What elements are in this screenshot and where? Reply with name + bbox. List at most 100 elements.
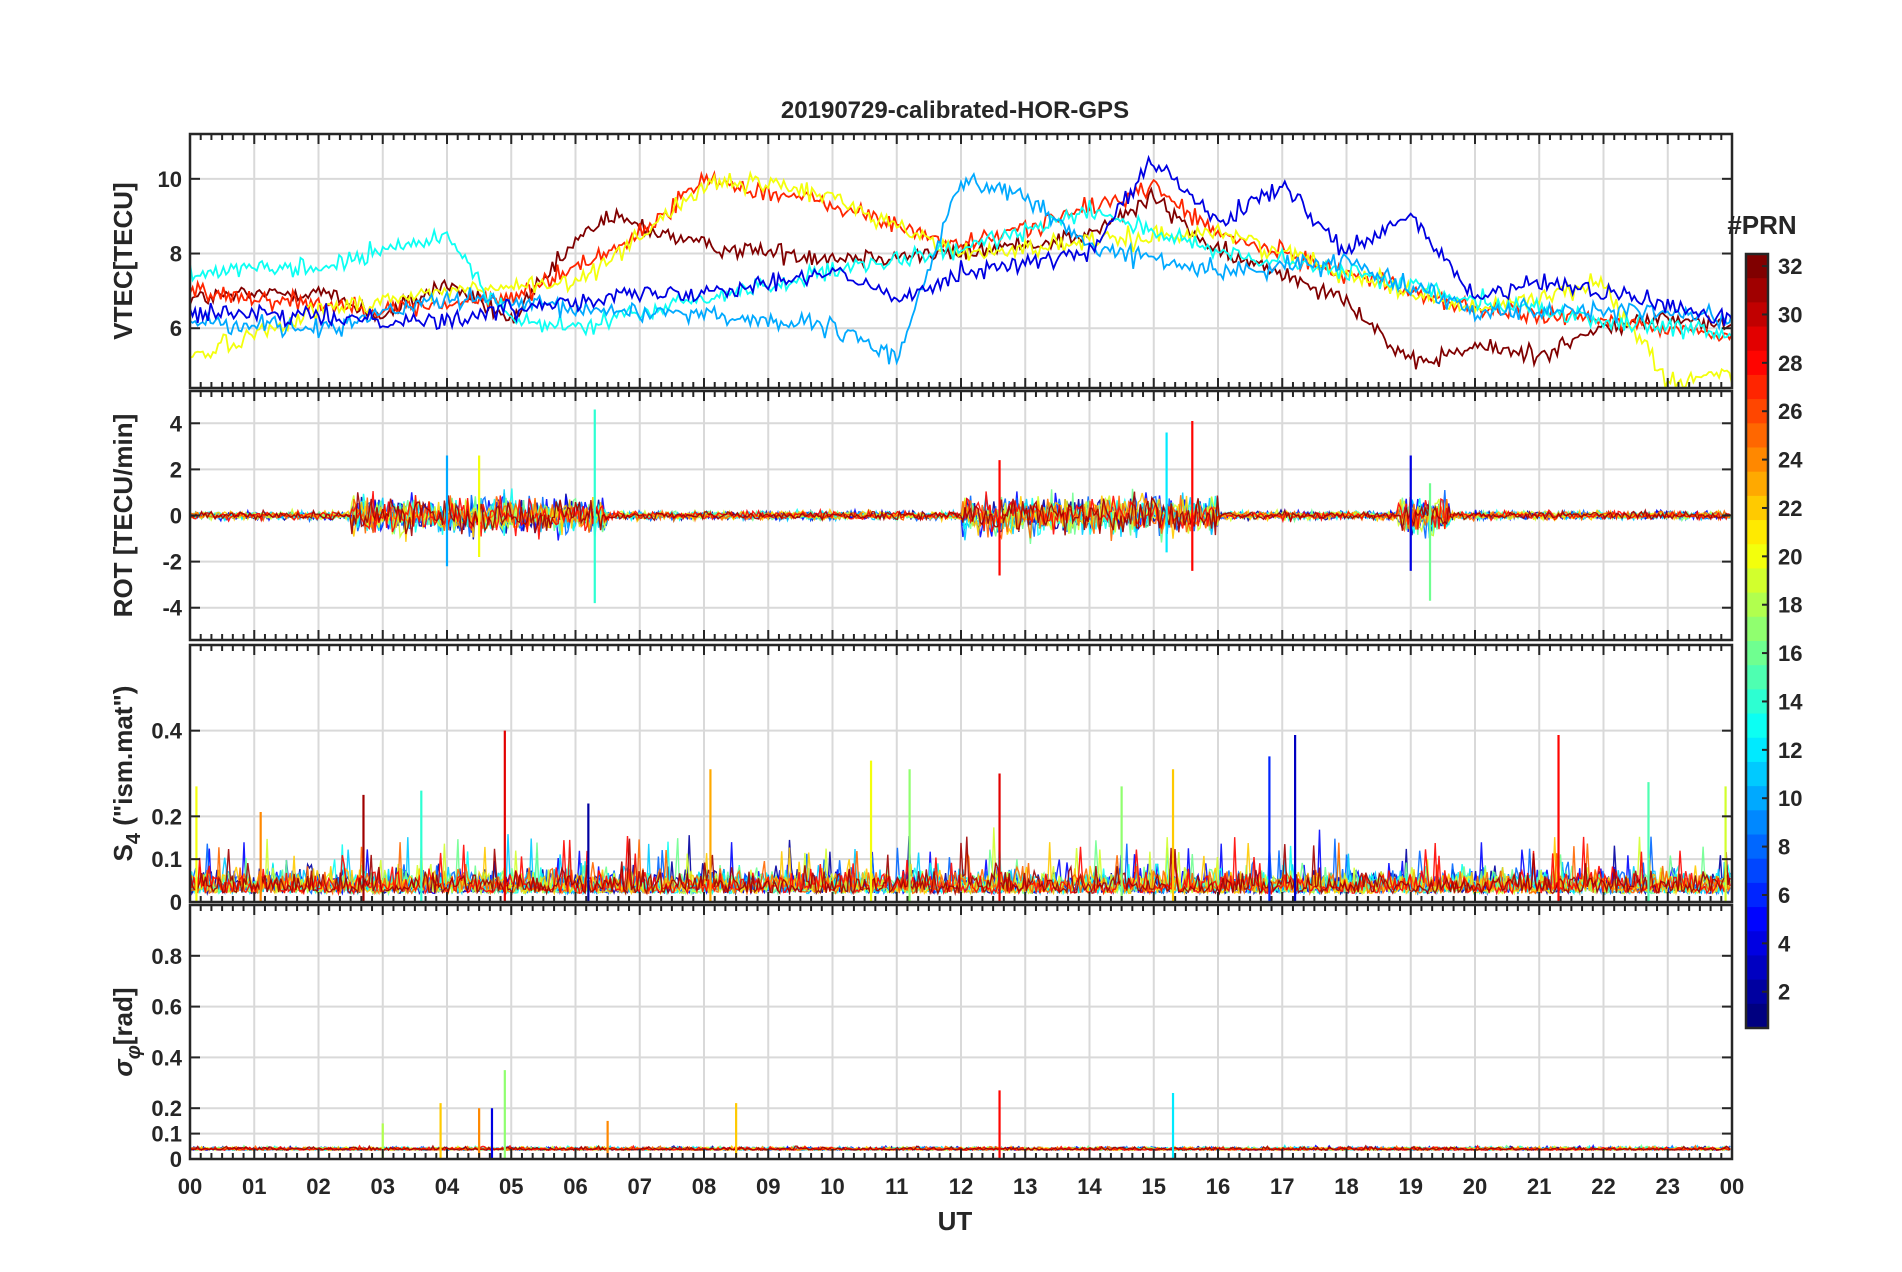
sigma_phi-series-prn-31 <box>190 1144 1731 1152</box>
x-tick-label: 10 <box>820 1174 844 1199</box>
colorbar-frame <box>1744 252 1770 1030</box>
y-tick-label: 0.2 <box>151 804 182 829</box>
colorbar-segment <box>1746 568 1768 594</box>
x-tick-label: 01 <box>242 1174 266 1199</box>
x-tick-label: 19 <box>1399 1174 1423 1199</box>
s4-series-prn-31 <box>190 836 1731 897</box>
vtec-series-prn-10 <box>190 172 1732 366</box>
series-group-vtec <box>190 154 1732 388</box>
colorbar-tick-label: 8 <box>1778 835 1790 860</box>
colorbar-segment <box>1746 689 1768 715</box>
colorbar-segment <box>1746 761 1768 787</box>
colorbar-segment <box>1746 713 1768 739</box>
vtec-series-prn-13 <box>190 200 1732 341</box>
x-tick-label: 21 <box>1527 1174 1551 1199</box>
colorbar-segment <box>1746 882 1768 908</box>
colorbar-tick-label: 30 <box>1778 302 1802 327</box>
y-tick-label: 0 <box>170 890 182 915</box>
colorbar-tick-label: 24 <box>1778 448 1803 473</box>
colorbar-segment <box>1746 399 1768 424</box>
panel-vtec: 6 8 10 VTEC[TECU] <box>108 132 1734 390</box>
colorbar-tick-label: 28 <box>1778 351 1802 376</box>
y-axis-label-sigma_phi: σφ[rad] <box>108 987 145 1076</box>
panel-sigma_phi: 00.10.2 0.4 0.6 0.8σφ[rad] <box>108 903 1734 1172</box>
x-tick-label: 23 <box>1656 1174 1680 1199</box>
colorbar-segment <box>1746 447 1768 473</box>
vtec-series-prn-27 <box>190 169 1732 343</box>
colorbar-segment <box>1746 907 1768 932</box>
colorbar-tick-label: 14 <box>1778 689 1803 714</box>
colorbar-tick-label: 20 <box>1778 544 1802 569</box>
y-tick-label: 0 <box>170 504 182 529</box>
colorbar-segment <box>1746 955 1768 981</box>
series-group-rot <box>190 409 1731 604</box>
y-tick-label: 0.2 <box>151 1096 182 1121</box>
colorbar-segment <box>1746 786 1768 811</box>
panel-rot: -4 -2 0 2 4 ROT [TECU/min] <box>108 389 1734 642</box>
colorbar-segment <box>1746 1003 1768 1029</box>
colorbar-tick-label: 2 <box>1778 980 1790 1005</box>
y-tick-label: 0.8 <box>151 944 182 969</box>
grid-sigma_phi <box>190 905 1732 1160</box>
panel-s4: 0 0.1 0.2 0.4S4 ("ism.mat") <box>108 643 1734 915</box>
colorbar-segment <box>1746 278 1768 303</box>
x-tick-label: 11 <box>885 1174 908 1199</box>
colorbar-segment <box>1746 544 1768 570</box>
colorbar-segment <box>1746 641 1768 666</box>
x-tick-label: 00 <box>1720 1174 1744 1199</box>
vtec-series-prn-32 <box>190 186 1732 370</box>
colorbar-segment <box>1746 665 1768 690</box>
colorbar-segment <box>1746 254 1768 279</box>
y-tick-label: 8 <box>170 242 182 267</box>
y-tick-label: 6 <box>170 316 182 341</box>
x-ticks-s4 <box>189 645 1733 902</box>
colorbar-tick-label: 26 <box>1778 399 1802 424</box>
y-tick-label: 2 <box>170 457 182 482</box>
x-tick-label: 20 <box>1463 1174 1487 1199</box>
colorbar-segment <box>1746 616 1768 642</box>
x-tick-label: 18 <box>1334 1174 1358 1199</box>
y-tick-label: 0.4 <box>151 719 182 744</box>
colorbar-tick-label: 32 <box>1778 254 1802 279</box>
x-tick-label: 04 <box>435 1174 460 1199</box>
x-tick-label: 03 <box>371 1174 395 1199</box>
x-tick-label: 16 <box>1206 1174 1230 1199</box>
x-tick-label: 08 <box>692 1174 716 1199</box>
colorbar-tick-label: 18 <box>1778 593 1802 618</box>
x-tick-label: 09 <box>756 1174 780 1199</box>
x-tick-label: 15 <box>1142 1174 1166 1199</box>
chart-title: 20190729-calibrated-HOR-GPS <box>781 97 1129 124</box>
colorbar-segment <box>1746 423 1768 449</box>
colorbar-segment <box>1746 520 1768 545</box>
colorbar-segment <box>1746 350 1768 376</box>
x-ticks-sigma_phi <box>189 905 1733 1159</box>
y-tick-label: -4 <box>162 596 182 621</box>
colorbar-tick-label: 4 <box>1778 931 1791 956</box>
x-tick-label: 13 <box>1013 1174 1037 1199</box>
colorbar-segment <box>1746 931 1768 957</box>
x-tick-label: 02 <box>306 1174 330 1199</box>
colorbar-label: #PRN <box>1727 210 1796 240</box>
y-tick-label: 0.1 <box>151 1122 182 1147</box>
x-tick-label: 12 <box>949 1174 973 1199</box>
y-tick-label: 0.6 <box>151 995 182 1020</box>
colorbar-segment <box>1746 737 1768 763</box>
x-tick-label: 07 <box>628 1174 652 1199</box>
x-tick-label: 14 <box>1077 1174 1102 1199</box>
x-tick-label: 00 <box>178 1174 202 1199</box>
y-axis-label-s4: S4 ("ism.mat") <box>108 686 145 862</box>
colorbar-segment <box>1746 810 1768 836</box>
y-tick-label: -2 <box>162 550 182 575</box>
colorbar-segment <box>1746 834 1768 860</box>
colorbar-segment <box>1746 374 1768 400</box>
y-tick-label: 0.4 <box>151 1045 182 1070</box>
colorbar-segment <box>1746 979 1768 1005</box>
y-tick-label: 4 <box>170 411 183 436</box>
y-tick-label: 0.1 <box>151 847 182 872</box>
x-tick-label: 05 <box>499 1174 523 1199</box>
x-axis-label: UT <box>938 1206 973 1236</box>
colorbar-segment <box>1746 592 1768 618</box>
x-tick-label: 17 <box>1270 1174 1294 1199</box>
colorbar-segment <box>1746 302 1768 328</box>
